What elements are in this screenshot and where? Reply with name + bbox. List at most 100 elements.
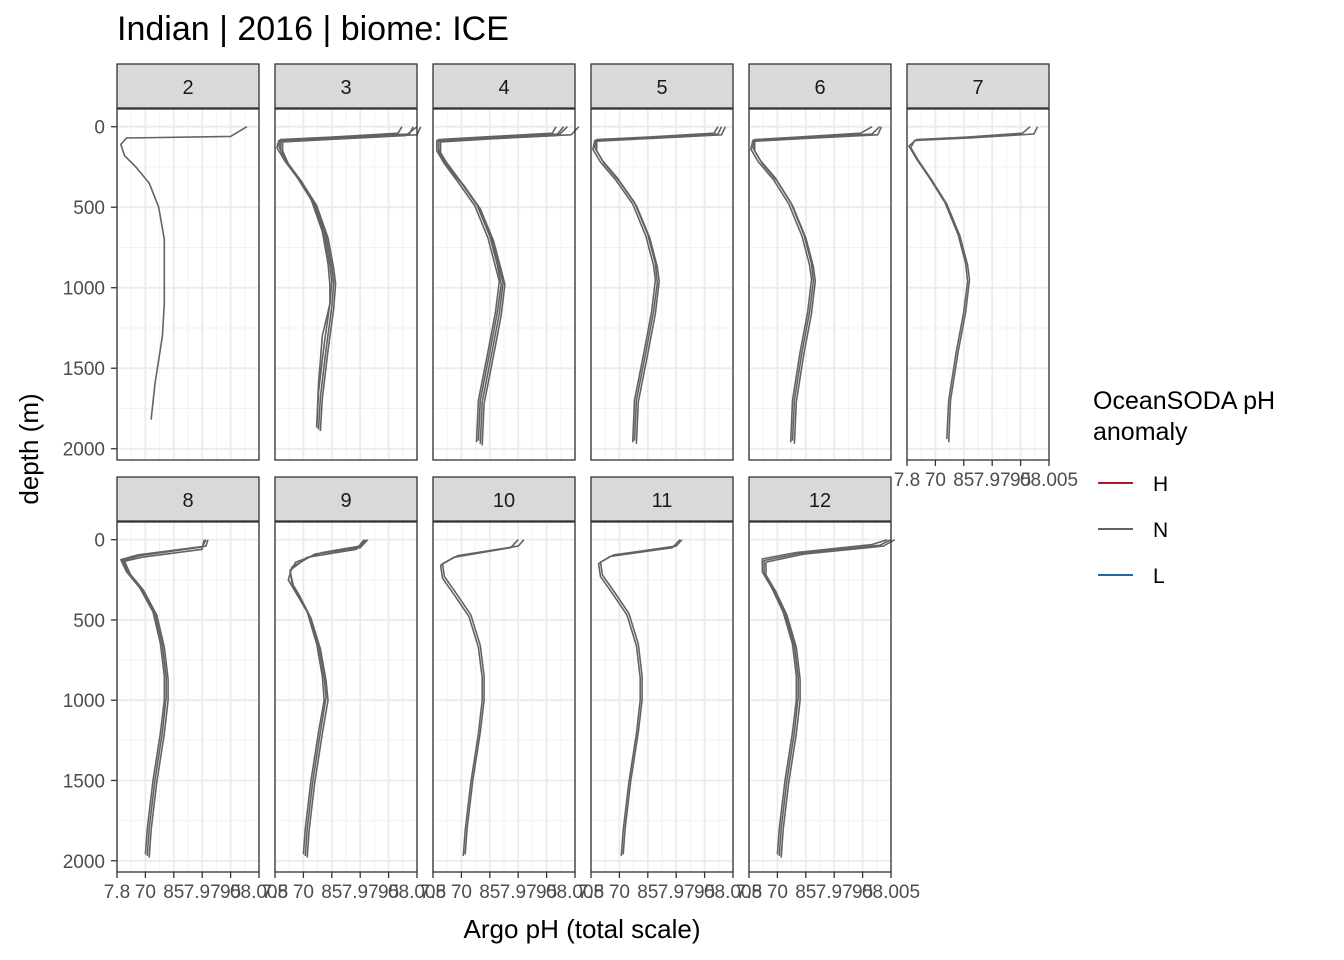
facet-strip-label: 6 — [814, 77, 825, 99]
facet-panel-10: 10 — [432, 476, 576, 873]
x-tick-label: 7.97 — [342, 882, 379, 903]
profile-line-N — [435, 126, 568, 443]
facet-panel-8: 8 — [116, 476, 260, 873]
profile-line-N — [289, 539, 365, 858]
x-tick-label: 08.005 — [388, 882, 446, 903]
x-tick-label: 95 — [378, 882, 399, 903]
x-tick-label: 7.8 — [420, 882, 446, 903]
y-axes-group: 0 500 1000 1500 2000 0 500 1000 1500 2000 — [63, 118, 117, 873]
facet-strip-label: 7 — [972, 77, 983, 99]
x-tick-label: 7.97 — [500, 882, 537, 903]
y-tick-label: 0 — [94, 531, 105, 552]
profile-line-N — [763, 538, 892, 856]
x-tick-label: 85 — [637, 882, 658, 903]
x-tick-label: 7.8 — [578, 882, 604, 903]
profile-line-N — [120, 539, 209, 855]
facet-panel-2: 2 — [116, 63, 260, 461]
facet-panel-3: 3 — [274, 63, 422, 461]
y-tick-label: 1500 — [63, 771, 105, 792]
facet-strip-label: 3 — [340, 77, 351, 99]
y-tick-label: 1000 — [63, 691, 105, 712]
x-tick-label: 70 — [767, 882, 788, 903]
legend-label-N: N — [1153, 519, 1168, 542]
x-tick-label: 7.97 — [816, 882, 853, 903]
y-tick-label: 1000 — [63, 279, 105, 300]
x-axis-title: Argo pH (total scale) — [464, 914, 701, 944]
facet-strip-label: 5 — [656, 77, 667, 99]
facet-strip-label: 8 — [182, 490, 193, 512]
x-tick-label: 7.8 — [104, 882, 130, 903]
facet-strip — [748, 476, 892, 522]
facet-strip-label: 12 — [809, 490, 831, 512]
facet-strip — [274, 63, 418, 109]
x-tick-label: 95 — [694, 882, 715, 903]
x-tick-label: 70 — [609, 882, 630, 903]
y-tick-label: 2000 — [63, 852, 105, 873]
profile-line-N — [439, 126, 565, 446]
x-tick-label: 08.005 — [546, 882, 604, 903]
facet-strip — [432, 63, 576, 109]
profile-line-N — [592, 126, 723, 443]
profile-line-N — [909, 126, 1039, 443]
facet-strip-label: 11 — [652, 490, 673, 512]
profile-line-N — [120, 126, 248, 420]
x-tick-label: 7.8 — [262, 882, 288, 903]
profile-line-N — [123, 539, 205, 858]
profile-line-N — [761, 538, 888, 855]
facet-strip — [116, 476, 260, 522]
panel-border — [748, 108, 892, 461]
facet-panel-9: 9 — [274, 476, 418, 873]
x-tick-label: 7.8 — [736, 882, 762, 903]
panel-border — [906, 108, 1050, 461]
x-tick-label: 7.97 — [974, 470, 1011, 491]
chart-title: Indian | 2016 | biome: ICE — [117, 10, 509, 48]
x-tick-label: 08.005 — [230, 882, 288, 903]
panel-border — [116, 108, 260, 461]
facet-panel-4: 4 — [432, 63, 580, 461]
profile-line-N — [595, 126, 727, 444]
panel-border — [116, 521, 260, 873]
panel-border — [274, 521, 418, 873]
x-tick-label: 85 — [321, 882, 342, 903]
facet-strip-label: 4 — [498, 77, 509, 99]
facet-strip — [590, 63, 734, 109]
facet-strip — [274, 476, 418, 522]
legend-label-H: H — [1153, 473, 1168, 496]
x-tick-label: 95 — [536, 882, 557, 903]
facet-strip — [748, 63, 892, 109]
panel-border — [590, 521, 734, 873]
x-tick-label: 95 — [220, 882, 241, 903]
y-tick-label: 2000 — [63, 440, 105, 461]
x-tick-label: 85 — [479, 882, 500, 903]
x-tick-label: 08.005 — [704, 882, 762, 903]
y-tick-label: 500 — [73, 611, 105, 632]
facet-strip — [590, 476, 734, 522]
y-tick-label: 0 — [94, 118, 105, 139]
x-tick-label: 70 — [925, 470, 946, 491]
facet-panel-11: 11 — [590, 476, 734, 873]
facet-strip — [906, 63, 1050, 109]
profile-line-N — [597, 539, 681, 856]
profile-line-N — [753, 126, 883, 444]
profile-line-N — [121, 539, 207, 856]
legend-title: OceanSODA pH — [1093, 387, 1275, 415]
x-tick-label: 08.005 — [862, 882, 920, 903]
y-tick-label: 500 — [73, 198, 105, 219]
x-tick-label: 70 — [451, 882, 472, 903]
y-axis-title: depth (m) — [14, 393, 44, 504]
panels-group: 2 3 4 5 6 7 8 9 10 11 12 — [116, 63, 1050, 873]
facet-strip — [432, 476, 576, 522]
legend: OceanSODA pH anomaly HNL — [1093, 387, 1275, 588]
facet-panel-6: 6 — [748, 63, 892, 461]
panel-border — [748, 521, 892, 873]
x-tick-label: 85 — [795, 882, 816, 903]
x-tick-label: 70 — [135, 882, 156, 903]
facet-strip-label: 9 — [340, 490, 351, 512]
profile-line-N — [765, 539, 896, 858]
facet-panel-5: 5 — [590, 63, 734, 461]
x-tick-label: 7.97 — [184, 882, 221, 903]
panel-border — [432, 521, 576, 873]
facet-strip — [116, 63, 260, 109]
